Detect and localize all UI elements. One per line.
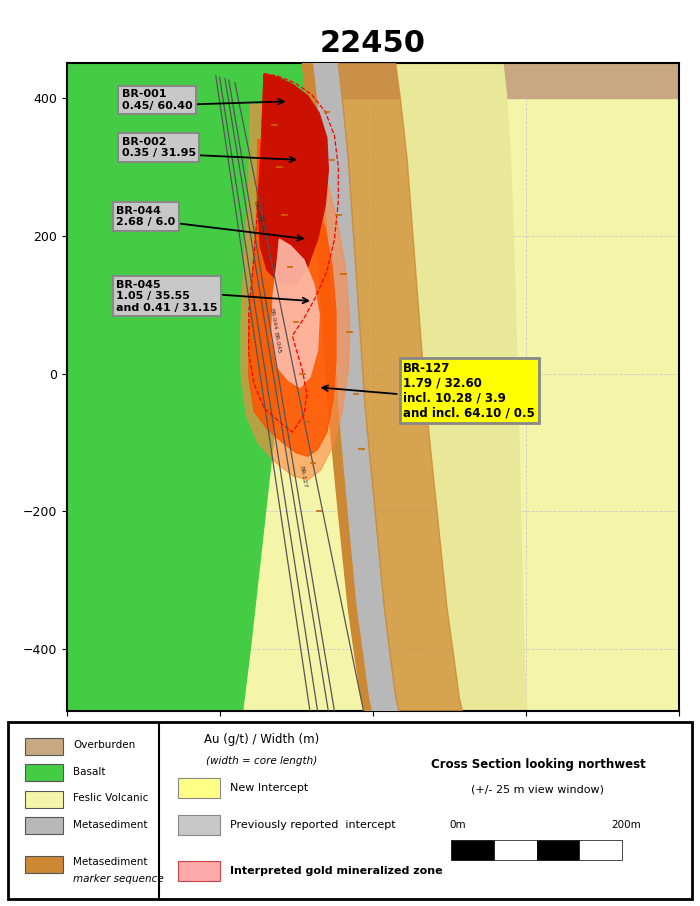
Text: (+/- 25 m view window): (+/- 25 m view window) — [471, 785, 604, 795]
Text: BR-045
1.05 / 35.55
and 0.41 / 31.15: BR-045 1.05 / 35.55 and 0.41 / 31.15 — [116, 280, 218, 313]
Bar — [494, 841, 536, 860]
Text: BR-127
1.79 / 32.60
incl. 10.28 / 3.9
and incl. 64.10 / 0.5: BR-127 1.79 / 32.60 incl. 10.28 / 3.9 an… — [403, 361, 536, 419]
Polygon shape — [241, 105, 350, 480]
Bar — [451, 841, 494, 860]
Polygon shape — [395, 63, 526, 711]
Polygon shape — [66, 63, 308, 711]
Bar — [178, 814, 220, 835]
Bar — [178, 777, 220, 798]
Bar — [536, 841, 579, 860]
Polygon shape — [314, 63, 399, 711]
Text: BR-001: BR-001 — [252, 200, 261, 223]
Text: Metasediment: Metasediment — [74, 820, 148, 830]
Text: Basalt: Basalt — [74, 766, 106, 776]
Polygon shape — [302, 63, 372, 711]
Text: BR-002
0.35 / 31.95: BR-002 0.35 / 31.95 — [122, 137, 196, 159]
Text: 0m: 0m — [449, 820, 466, 830]
Title: 22450: 22450 — [320, 29, 426, 58]
Bar — [25, 856, 63, 873]
Text: 200m: 200m — [611, 820, 640, 830]
Text: (width = core length): (width = core length) — [206, 756, 317, 766]
Polygon shape — [258, 73, 328, 284]
Bar — [178, 861, 220, 881]
Polygon shape — [66, 63, 679, 711]
Text: BR-001
0.45/ 60.40: BR-001 0.45/ 60.40 — [122, 89, 192, 111]
Text: BR-127: BR-127 — [298, 466, 307, 488]
Text: marker sequence: marker sequence — [74, 874, 164, 884]
Bar — [25, 738, 63, 755]
Text: BR-045: BR-045 — [273, 331, 281, 354]
FancyBboxPatch shape — [8, 722, 692, 899]
Polygon shape — [308, 63, 679, 98]
Text: Interpreted gold mineralized zone: Interpreted gold mineralized zone — [230, 866, 443, 876]
Text: New Intercept: New Intercept — [230, 783, 309, 793]
Text: Previously reported  intercept: Previously reported intercept — [230, 820, 396, 830]
Text: Overburden: Overburden — [74, 740, 136, 750]
Text: BR-002: BR-002 — [258, 214, 266, 236]
Text: Cross Section looking northwest: Cross Section looking northwest — [430, 758, 645, 771]
Bar — [25, 817, 63, 834]
Text: BR-044: BR-044 — [269, 307, 278, 330]
Text: Feslic Volcanic: Feslic Volcanic — [74, 793, 148, 803]
Bar — [25, 791, 63, 808]
Polygon shape — [272, 239, 319, 388]
Text: BR-044
2.68 / 6.0: BR-044 2.68 / 6.0 — [116, 206, 176, 227]
Bar — [25, 765, 63, 781]
Polygon shape — [248, 140, 336, 457]
Text: Au (g/t) / Width (m): Au (g/t) / Width (m) — [204, 733, 318, 747]
Polygon shape — [338, 63, 462, 711]
Bar — [579, 841, 622, 860]
Text: Metasediment: Metasediment — [74, 857, 148, 867]
